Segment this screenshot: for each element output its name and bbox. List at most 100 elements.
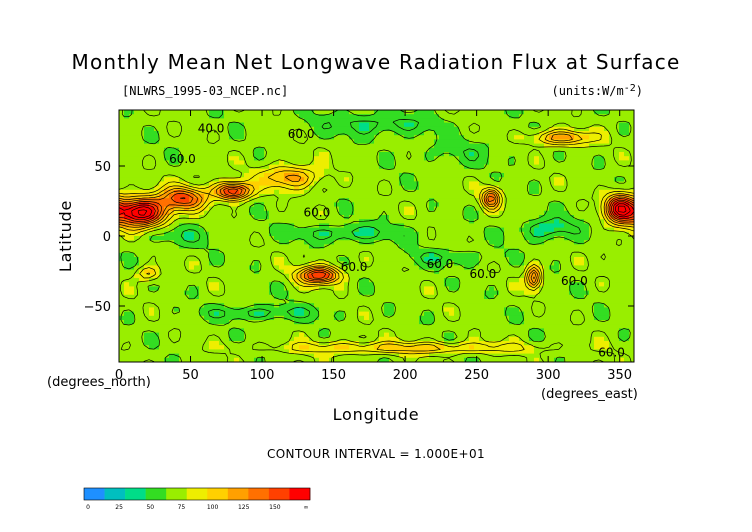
heatmap-cell [314, 227, 320, 233]
heatmap-cell [589, 223, 595, 228]
heatmap-cell [539, 244, 545, 249]
heatmap-cell [379, 269, 385, 275]
heatmap-cell [589, 114, 595, 119]
heatmap-cell [209, 227, 215, 233]
heatmap-cell [429, 131, 435, 136]
heatmap-cell [379, 231, 385, 237]
heatmap-cell [149, 290, 155, 296]
heatmap-cell [449, 286, 455, 291]
heatmap-cell [194, 122, 200, 128]
heatmap-cell [189, 131, 195, 136]
heatmap-cell [304, 114, 310, 119]
heatmap-cell [154, 210, 160, 216]
heatmap-cell [269, 110, 275, 115]
heatmap-cell [459, 189, 465, 195]
heatmap-cell [239, 198, 245, 203]
heatmap-cell [314, 110, 320, 115]
heatmap-cell [569, 282, 575, 287]
heatmap-cell [524, 231, 530, 237]
heatmap-cell [529, 282, 535, 287]
heatmap-cell [434, 265, 440, 270]
heatmap-cell [479, 307, 485, 312]
heatmap-cell [589, 248, 595, 254]
heatmap-cell [519, 248, 525, 254]
heatmap-cell [359, 156, 365, 161]
heatmap-cell [349, 294, 355, 300]
heatmap-cell [309, 173, 315, 178]
heatmap-cell [429, 299, 435, 304]
heatmap-cell [529, 147, 535, 153]
heatmap-cell [224, 131, 230, 136]
heatmap-cell [409, 307, 415, 312]
heatmap-cell [129, 156, 135, 161]
heatmap-cell [584, 143, 590, 149]
heatmap-cell [209, 135, 215, 140]
heatmap-cell [319, 223, 325, 228]
heatmap-cell [449, 278, 455, 283]
heatmap-cell [199, 160, 205, 165]
heatmap-cell [469, 257, 475, 262]
heatmap-cell [279, 265, 285, 270]
heatmap-cell [454, 181, 460, 186]
heatmap-cell [304, 126, 310, 132]
heatmap-cell [244, 227, 250, 233]
heatmap-cell [199, 152, 205, 157]
heatmap-cell [499, 122, 505, 128]
heatmap-cell [199, 143, 205, 149]
heatmap-cell [264, 261, 270, 266]
heatmap-cell [569, 219, 575, 224]
heatmap-cell [399, 265, 405, 270]
heatmap-cell [464, 294, 470, 300]
heatmap-cell [584, 240, 590, 245]
heatmap-cell [264, 252, 270, 258]
heatmap-cell [304, 147, 310, 153]
heatmap-cell [164, 198, 170, 203]
heatmap-cell [614, 152, 620, 157]
heatmap-cell [479, 231, 485, 237]
heatmap-cell [434, 118, 440, 123]
heatmap-cell [399, 227, 405, 233]
heatmap-cell [164, 202, 170, 207]
heatmap-cell [314, 202, 320, 207]
heatmap-cell [199, 110, 205, 115]
heatmap-cell [279, 131, 285, 136]
heatmap-cell [294, 185, 300, 191]
heatmap-cell [449, 244, 455, 249]
heatmap-cell [224, 168, 230, 174]
heatmap-cell [219, 156, 225, 161]
heatmap-cell [404, 278, 410, 283]
heatmap-cell [194, 257, 200, 262]
heatmap-cell [519, 202, 525, 207]
heatmap-cell [389, 265, 395, 270]
heatmap-cell [504, 194, 510, 199]
heatmap-cell [204, 152, 210, 157]
heatmap-cell [339, 173, 345, 178]
heatmap-cell [274, 198, 280, 203]
heatmap-cell [269, 286, 275, 291]
heatmap-cell [489, 244, 495, 249]
heatmap-cell [299, 181, 305, 186]
heatmap-cell [374, 177, 380, 182]
heatmap-cell [429, 252, 435, 258]
heatmap-cell [629, 231, 635, 237]
heatmap-cell [304, 223, 310, 228]
heatmap-cell [599, 173, 605, 178]
heatmap-cell [129, 118, 135, 123]
heatmap-cell [144, 303, 150, 308]
heatmap-cell [554, 307, 560, 312]
heatmap-cell [614, 135, 620, 140]
heatmap-cell [179, 198, 185, 203]
heatmap-cell [339, 244, 345, 249]
heatmap-cell [244, 210, 250, 216]
heatmap-cell [229, 189, 235, 195]
heatmap-cell [359, 265, 365, 270]
heatmap-cell [284, 114, 290, 119]
heatmap-cell [314, 206, 320, 212]
heatmap-cell [319, 122, 325, 128]
heatmap-cell [449, 147, 455, 153]
heatmap-cell [129, 294, 135, 300]
heatmap-cell [379, 261, 385, 266]
heatmap-cell [304, 122, 310, 128]
heatmap-cell [364, 139, 370, 144]
heatmap-cell [429, 122, 435, 128]
